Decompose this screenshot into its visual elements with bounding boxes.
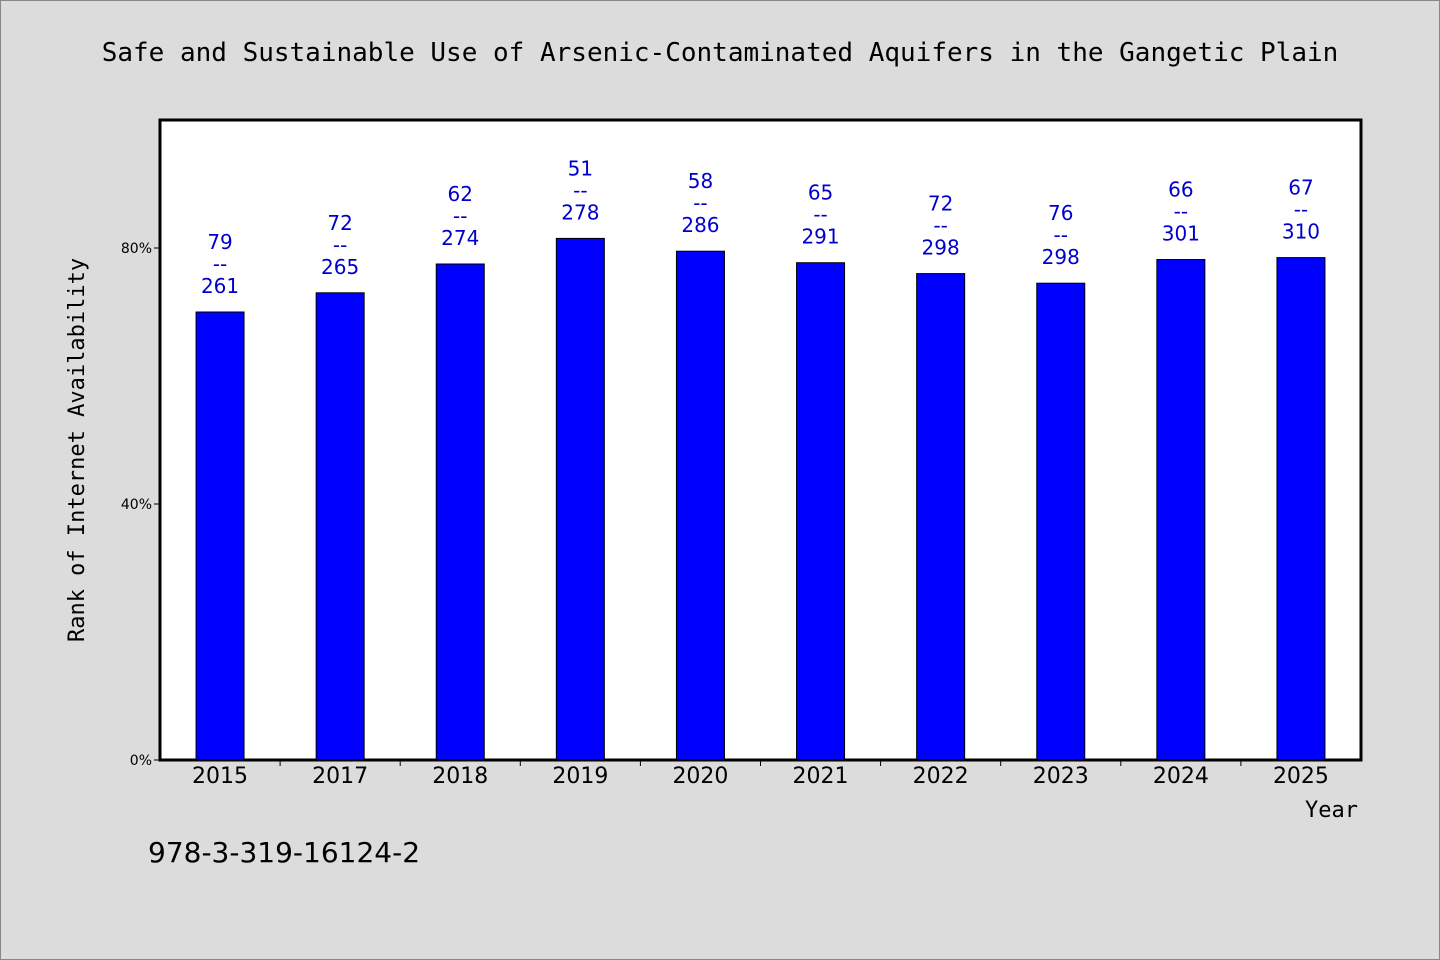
data-label-top: 58 (688, 169, 713, 193)
bar (675, 250, 725, 761)
x-tick-label: 2023 (1033, 764, 1089, 789)
y-tick-label: 0% (130, 753, 152, 769)
data-label-bottom: 298 (922, 236, 960, 260)
data-label-bottom: 310 (1282, 220, 1320, 244)
data-label-bottom: 274 (441, 226, 479, 250)
bar (555, 237, 605, 761)
data-label-sep: -- (453, 204, 467, 228)
x-tick-label: 2018 (432, 764, 488, 789)
data-label-top: 65 (808, 181, 833, 205)
data-label-top: 72 (327, 211, 352, 235)
x-tick-label: 2017 (312, 764, 368, 789)
data-label-bottom: 278 (561, 200, 599, 224)
data-label-sep: -- (1174, 200, 1188, 224)
data-label-bottom: 291 (801, 225, 839, 249)
bar (796, 262, 846, 761)
data-label-top: 79 (207, 230, 232, 254)
bar (315, 292, 365, 761)
bar (195, 311, 245, 761)
data-label-sep: -- (693, 191, 707, 215)
x-tick-label: 2020 (672, 764, 728, 789)
y-tick-label: 80% (121, 241, 152, 257)
data-label-sep: -- (1294, 198, 1308, 222)
data-label-top: 67 (1288, 176, 1313, 200)
data-label-sep: -- (333, 233, 347, 257)
bar (1156, 259, 1206, 761)
data-label-top: 66 (1168, 178, 1193, 202)
data-label-top: 51 (568, 156, 593, 180)
x-tick-label: 2024 (1153, 764, 1209, 789)
x-tick-label: 2015 (192, 764, 248, 789)
data-label-bottom: 301 (1162, 222, 1200, 246)
y-axis-title: Rank of Internet Availability (65, 258, 90, 642)
data-label-sep: -- (573, 178, 587, 202)
data-label-sep: -- (213, 252, 227, 276)
bars-layer (195, 237, 1326, 761)
data-label-top: 72 (928, 192, 953, 216)
isbn-footer: 978-3-319-16124-2 (148, 836, 420, 869)
bar (916, 273, 966, 761)
data-label-sep: -- (813, 203, 827, 227)
x-tick-label: 2025 (1273, 764, 1329, 789)
data-label-bottom: 261 (201, 274, 239, 298)
data-label-top: 76 (1048, 201, 1073, 225)
bar (1036, 282, 1086, 761)
data-label-bottom: 265 (321, 255, 359, 279)
bar (435, 263, 485, 761)
y-tick-label: 40% (121, 497, 152, 513)
data-label-sep: -- (1054, 223, 1068, 247)
bar (1276, 257, 1326, 761)
x-axis: 2015 2017 2018 2019 2020 2021 2022 2023 2024 2025 (192, 760, 1329, 789)
data-labels-layer: 79--26172--26562--27451--27858--28665--2… (201, 156, 1320, 298)
x-tick-label: 2019 (552, 764, 608, 789)
data-label-sep: -- (933, 214, 947, 238)
x-tick-label: 2022 (913, 764, 969, 789)
data-label-bottom: 286 (681, 213, 719, 237)
data-label-bottom: 298 (1042, 245, 1080, 269)
chart-title: Safe and Sustainable Use of Arsenic-Cont… (102, 38, 1339, 68)
data-label-top: 62 (448, 182, 473, 206)
x-tick-label: 2021 (793, 764, 849, 789)
y-axis: 0% 40% 80% (121, 241, 160, 769)
x-axis-title: Year (1305, 798, 1358, 823)
